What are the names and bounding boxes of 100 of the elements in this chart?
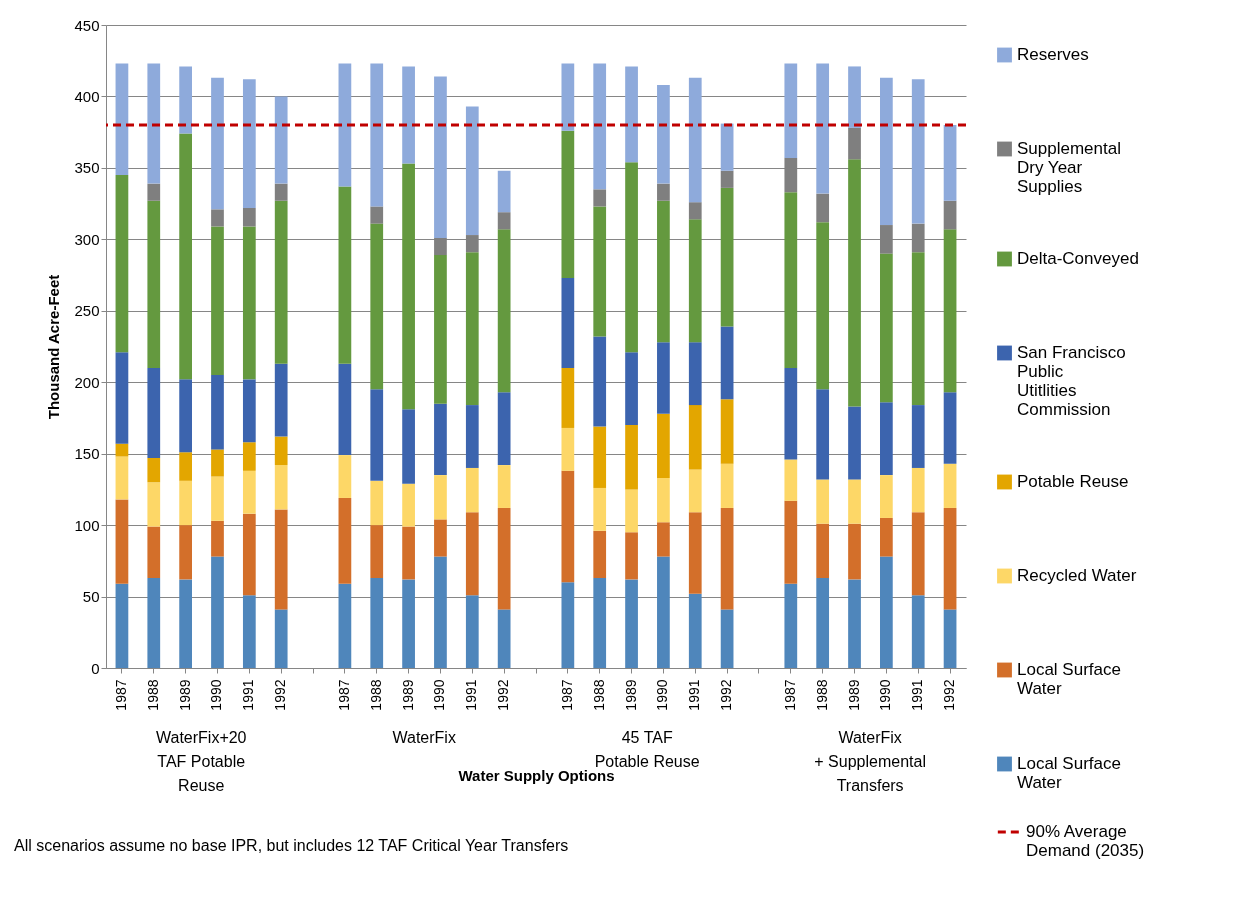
bar (242, 442, 256, 471)
bar (688, 342, 702, 406)
bar (593, 189, 607, 207)
bar (211, 375, 224, 450)
x-tick-label: 1987 (335, 679, 352, 711)
legend-label: 90% Average Demand (2035) (1026, 822, 1145, 860)
bar (242, 226, 256, 380)
bar (242, 79, 256, 208)
bar (147, 457, 161, 483)
y-tick-label: 300 (74, 230, 100, 248)
legend-label: Local Surface Water (1017, 754, 1121, 792)
bar (274, 200, 288, 364)
bar (880, 517, 893, 557)
bar (497, 507, 511, 610)
bar (147, 482, 161, 527)
y-axis-title: Thousand Acre-Feet (45, 274, 63, 420)
bar (242, 513, 256, 596)
y-tick-label: 200 (74, 373, 100, 391)
bar (115, 175, 129, 353)
bar (465, 512, 479, 596)
bar (242, 379, 256, 443)
bar (848, 579, 861, 668)
bar (688, 469, 702, 513)
bar (370, 223, 384, 390)
legend-label: Supplemental Dry Year Supplies (1017, 139, 1121, 196)
legend-label: Reserves (1017, 45, 1089, 64)
bar (625, 579, 638, 668)
bar (497, 212, 511, 230)
x-tick-label: 1992 (495, 679, 512, 711)
bar (593, 336, 607, 427)
bar (115, 456, 129, 500)
bar (147, 367, 161, 458)
x-tick-label: 1992 (941, 679, 958, 711)
bar (625, 532, 638, 580)
bar (561, 277, 575, 368)
bar (720, 463, 734, 508)
bar (402, 409, 415, 484)
bar (370, 389, 384, 481)
bar (657, 200, 670, 343)
bar (561, 582, 575, 668)
bar (179, 66, 192, 134)
bar (784, 459, 798, 501)
bar (625, 162, 638, 353)
bar (434, 519, 447, 557)
bar (880, 475, 893, 518)
bar (593, 206, 607, 337)
bar (274, 436, 288, 466)
bar (402, 526, 415, 580)
bar (338, 497, 352, 584)
bar (147, 200, 161, 368)
bar (593, 530, 607, 578)
bar (848, 127, 861, 160)
bar (274, 183, 288, 201)
bar (593, 426, 607, 488)
bar (688, 77, 702, 203)
bar (115, 352, 129, 444)
bar (688, 219, 702, 343)
bar (720, 507, 734, 610)
bar (657, 556, 670, 668)
bar (465, 106, 479, 236)
bar (816, 389, 830, 480)
bar (784, 192, 798, 368)
bar (497, 229, 511, 393)
bar (211, 520, 224, 557)
bar (434, 76, 447, 238)
x-tick-label: 1990 (208, 679, 225, 711)
bar (242, 595, 256, 668)
text: WaterFix (392, 729, 456, 746)
x-tick-label: 1987 (558, 679, 575, 711)
bar (880, 253, 893, 403)
bar (816, 63, 830, 194)
bar (657, 477, 670, 523)
bar (434, 403, 447, 476)
bar (561, 470, 575, 583)
bar (911, 252, 925, 406)
bar (625, 489, 638, 533)
bar (179, 133, 192, 380)
bar (370, 206, 384, 224)
bar (816, 523, 830, 578)
bar (370, 525, 384, 578)
x-tick-label: 1989 (622, 679, 639, 711)
text: WaterFix + Supplemental Transfers (814, 729, 926, 794)
bar (848, 523, 861, 580)
bar (911, 512, 925, 596)
bar (497, 392, 511, 466)
bar (211, 209, 224, 227)
bar (784, 63, 798, 158)
x-tick-label: 1990 (431, 679, 448, 711)
bar (943, 200, 957, 230)
x-tick-label: 1992 (718, 679, 735, 711)
bar (880, 556, 893, 668)
bar (657, 342, 670, 414)
legend-label: Recycled Water (1017, 566, 1137, 585)
bar (911, 79, 925, 224)
bar (274, 465, 288, 510)
x-tick-label: 1989 (399, 679, 416, 711)
bar (115, 63, 129, 176)
bar (274, 609, 288, 668)
bar (211, 556, 224, 668)
bar (561, 427, 575, 471)
